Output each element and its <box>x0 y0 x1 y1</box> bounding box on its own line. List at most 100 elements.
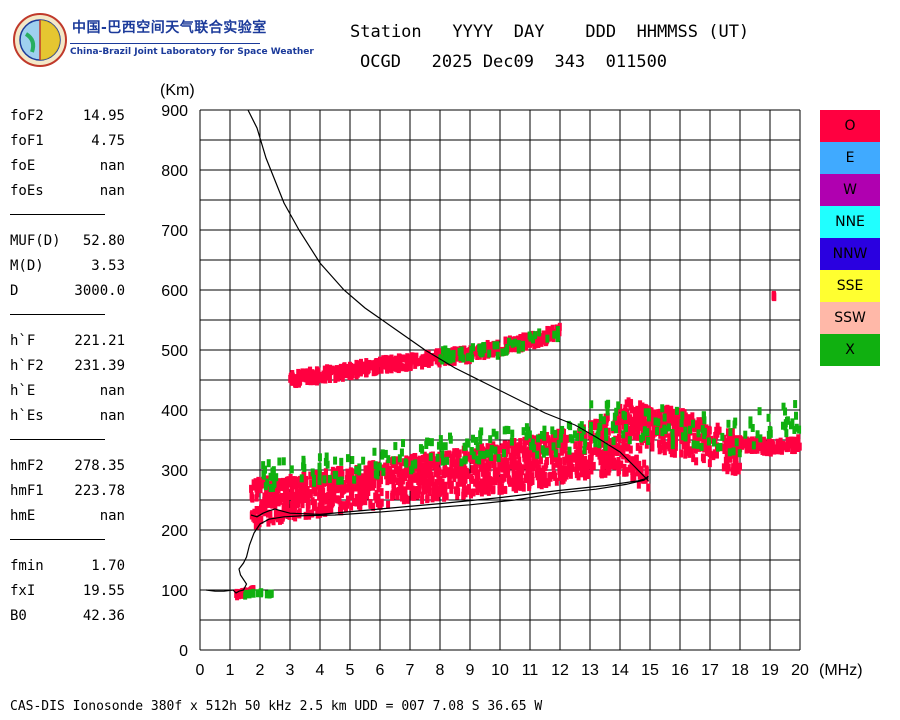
echo-point <box>437 467 442 476</box>
echo-point <box>583 438 588 447</box>
echo-point <box>421 481 426 490</box>
echo-point <box>471 488 476 497</box>
echo-point <box>372 447 377 456</box>
echo-point <box>525 473 530 482</box>
echo-point <box>438 348 443 357</box>
echo-point <box>474 479 479 488</box>
echo-point <box>361 456 366 465</box>
echo-point <box>505 457 510 466</box>
echo-point <box>375 464 380 473</box>
echo-point <box>384 471 389 480</box>
echo-point <box>504 347 509 356</box>
echo-point <box>410 460 415 469</box>
echo-point <box>558 457 563 466</box>
echo-point <box>737 449 742 458</box>
echo-point <box>643 422 648 431</box>
echo-point <box>541 465 546 474</box>
echo-point <box>711 438 716 447</box>
echo-point <box>589 453 594 462</box>
echo-point <box>761 447 766 456</box>
echo-point <box>287 507 292 516</box>
echo-point <box>469 345 474 354</box>
echo-point <box>349 369 354 378</box>
echo-point <box>374 367 379 376</box>
echo-point <box>440 478 445 487</box>
echo-point <box>437 488 442 497</box>
echo-point <box>369 464 374 473</box>
echo-point <box>345 369 350 378</box>
echo-point <box>576 455 581 464</box>
echo-point <box>361 361 366 370</box>
echo-point <box>692 433 697 442</box>
echo-point <box>604 414 609 423</box>
echo-point <box>706 437 711 446</box>
echo-point <box>506 426 511 435</box>
echo-point <box>571 454 576 463</box>
echo-point <box>616 443 621 452</box>
echo-point <box>391 480 396 489</box>
echo-point <box>492 477 497 486</box>
echo-point <box>481 342 486 351</box>
echo-point <box>305 497 310 506</box>
echo-point <box>783 407 788 416</box>
org-divider <box>70 43 260 44</box>
echo-point <box>583 468 588 477</box>
y-tick-label: 0 <box>179 643 188 660</box>
echo-point <box>517 456 522 465</box>
echo-point <box>470 465 475 474</box>
echo-point <box>333 456 338 465</box>
echo-point <box>260 507 265 516</box>
echo-point <box>439 456 444 465</box>
x-tick-label: 11 <box>522 662 539 679</box>
echo-point <box>437 359 442 368</box>
echo-point <box>301 485 306 494</box>
echo-point <box>346 480 351 489</box>
y-tick-label: 500 <box>161 343 188 360</box>
echo-point <box>401 439 406 448</box>
echo-point <box>459 458 464 467</box>
param-row-group4-2: hmE nan <box>10 508 125 528</box>
echo-point <box>683 433 688 442</box>
echo-point <box>530 438 535 447</box>
echo-point <box>461 480 466 489</box>
echo-point <box>448 355 453 364</box>
echo-point <box>290 501 295 510</box>
echo-point <box>697 423 702 432</box>
echo-point <box>616 461 621 470</box>
echo-point <box>541 336 546 345</box>
echo-point <box>293 379 298 388</box>
echo-point <box>733 467 738 476</box>
echo-point <box>753 445 758 454</box>
echo-point <box>520 467 525 476</box>
x-tick-label: 5 <box>346 662 355 679</box>
echo-point <box>493 446 498 455</box>
echo-point <box>681 432 686 441</box>
echo-point <box>327 486 332 495</box>
echo-point <box>286 476 291 485</box>
echo-point <box>639 409 644 418</box>
echo-point <box>500 443 505 452</box>
echo-point <box>289 481 294 490</box>
echo-point <box>274 473 279 482</box>
x-tick-label: 17 <box>701 662 719 679</box>
echo-point <box>317 483 322 492</box>
echo-point <box>289 465 294 474</box>
echo-point <box>389 365 394 374</box>
param-value: 42.36 <box>82 608 125 624</box>
echo-point <box>432 458 437 467</box>
x-tick-label: 20 <box>791 662 809 679</box>
echo-point <box>312 499 317 508</box>
echo-point <box>271 489 276 498</box>
echo-point <box>551 442 556 451</box>
echo-point <box>582 446 587 455</box>
echo-point <box>724 440 729 449</box>
echo-point <box>416 469 421 478</box>
echo-point <box>377 462 382 471</box>
echo-point <box>535 450 540 459</box>
echo-point <box>311 377 316 386</box>
echo-point <box>700 425 705 434</box>
echo-point <box>403 473 408 482</box>
echo-point <box>479 443 484 452</box>
echo-point <box>473 436 478 445</box>
echo-point <box>625 443 630 452</box>
